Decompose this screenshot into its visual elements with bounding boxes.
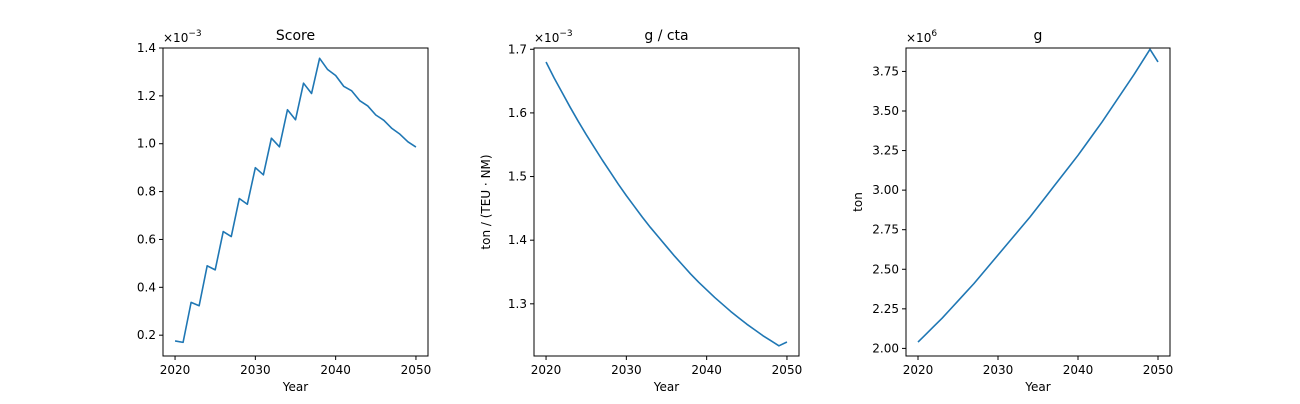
y-tick-label: 1.0 [137, 137, 156, 151]
g-chart: 2020 2030 2040 2050 2.00 2.25 2.50 2.75 3.00 3.25… [851, 28, 1173, 394]
offset-multiplier-base: ×10 [906, 31, 931, 45]
y-tick-label: 3.50 [872, 104, 899, 118]
offset-multiplier: ×10−3 [534, 29, 573, 45]
x-tick-label: 2040 [320, 363, 351, 377]
y-tick-label: 2.50 [872, 262, 899, 276]
y-tick-label: 2.25 [872, 302, 899, 316]
series-line [917, 48, 1159, 343]
y-tick-label: 1.2 [137, 89, 156, 103]
offset-multiplier-exponent: −3 [188, 29, 201, 39]
x-tick-label: 2050 [1143, 363, 1174, 377]
x-tick-label: 2050 [401, 363, 432, 377]
x-tick-label: 2030 [611, 363, 642, 377]
x-axis-label: Year [653, 380, 679, 394]
y-tick-label: 2.00 [872, 341, 899, 355]
y-tick-label: 0.4 [137, 280, 156, 294]
offset-multiplier: ×106 [906, 29, 937, 45]
y-tick-label: 3.00 [872, 183, 899, 197]
score-chart: 2020 2030 2040 2050 0.2 0.4 0.6 0.8 1.0 1.2 1.4 Sco… [137, 28, 431, 394]
x-tick-label: 2020 [531, 363, 562, 377]
chart-title: g [1034, 28, 1043, 44]
y-tick-label: 1.7 [508, 42, 527, 56]
y-tick-label: 0.6 [137, 232, 156, 246]
offset-multiplier-exponent: 6 [931, 29, 937, 39]
x-tick-label: 2030 [240, 363, 271, 377]
offset-multiplier-exponent: −3 [559, 29, 572, 39]
g-per-cta-chart: 2020 2030 2040 2050 1.3 1.4 1.5 1.6 1.7 g / cta Ye… [479, 28, 802, 394]
series-line [545, 61, 788, 347]
x-tick-label: 2040 [691, 363, 722, 377]
offset-multiplier: ×10−3 [163, 29, 202, 45]
x-tick-label: 2020 [160, 363, 191, 377]
offset-multiplier-base: ×10 [534, 31, 559, 45]
y-tick-label: 0.2 [137, 328, 156, 342]
y-tick-label: 1.3 [508, 297, 527, 311]
axes-frame [905, 47, 1171, 357]
series-line [174, 57, 417, 344]
y-tick-label: 1.5 [508, 170, 527, 184]
y-tick-label: 1.4 [508, 233, 527, 247]
y-tick-label: 1.4 [137, 41, 156, 55]
y-tick-label: 3.25 [872, 144, 899, 158]
y-axis-label: ton [851, 192, 865, 212]
y-tick-label: 1.6 [508, 106, 527, 120]
offset-multiplier-base: ×10 [163, 31, 188, 45]
x-tick-label: 2030 [983, 363, 1014, 377]
y-tick-label: 0.8 [137, 185, 156, 199]
axes-frame [533, 47, 800, 357]
y-tick-label: 3.75 [872, 64, 899, 78]
y-axis-label: ton / (TEU · NM) [479, 154, 493, 249]
chart-title: Score [276, 28, 315, 44]
x-axis-label: Year [1024, 380, 1050, 394]
axes-frame [162, 47, 429, 357]
chart-title: g / cta [644, 28, 688, 44]
x-tick-label: 2020 [903, 363, 934, 377]
x-tick-label: 2040 [1063, 363, 1094, 377]
y-tick-label: 2.75 [872, 223, 899, 237]
x-tick-label: 2050 [772, 363, 803, 377]
x-axis-label: Year [282, 380, 308, 394]
